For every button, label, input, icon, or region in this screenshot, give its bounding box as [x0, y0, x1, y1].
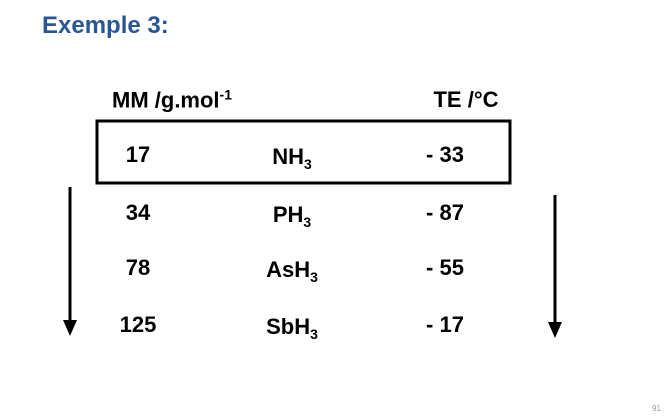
highlight-box: [95, 119, 512, 185]
arrow-head: [548, 322, 562, 338]
formula-sub: 3: [310, 326, 318, 343]
cell-text: 125: [119, 312, 157, 337]
formula: PH3: [273, 202, 311, 230]
header-sup: -1: [219, 86, 232, 103]
formula-sub: 3: [303, 156, 312, 173]
formula-sub: 3: [310, 269, 318, 286]
cell-text: - 33: [426, 142, 464, 167]
cell-text: 34: [125, 200, 151, 225]
header-te: TE /°C: [433, 87, 499, 112]
header-text: MM /g.mol: [112, 87, 220, 113]
cell-text: - 87: [426, 200, 464, 225]
formula: NH3: [272, 144, 312, 172]
page-number: 91: [652, 404, 661, 413]
formula-sub: 3: [303, 214, 312, 231]
formula-base: SbH: [266, 313, 311, 339]
formula: SbH3: [266, 314, 318, 342]
formula: AsH3: [266, 257, 318, 285]
cell-text: - 55: [426, 255, 464, 280]
header-mm: MM /g.mol-1: [112, 86, 232, 113]
arrow-head: [63, 320, 77, 336]
formula-base: NH: [272, 143, 304, 169]
title: Exemple 3:: [42, 12, 169, 39]
formula-base: AsH: [266, 256, 311, 282]
formula-base: PH: [272, 201, 304, 227]
cell-text: 78: [125, 255, 151, 280]
cell-text: - 17: [426, 312, 464, 337]
cell-text: 17: [125, 142, 151, 167]
